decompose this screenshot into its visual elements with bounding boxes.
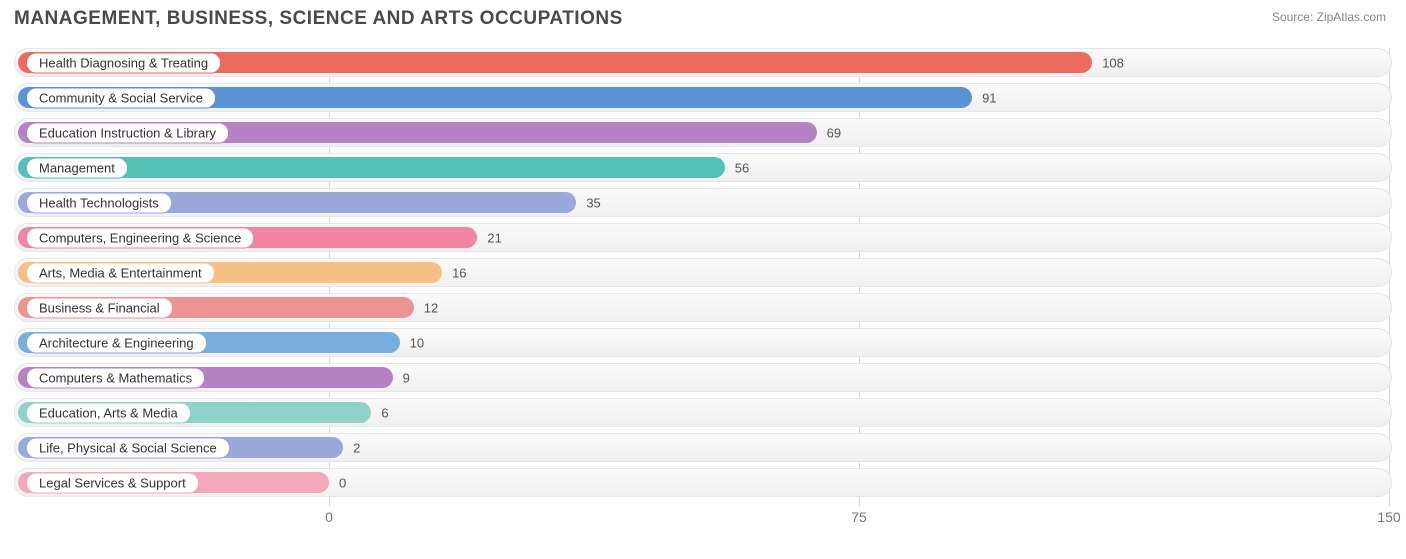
category-pill: Computers, Engineering & Science	[26, 227, 254, 248]
category-pill: Education Instruction & Library	[26, 122, 229, 143]
category-pill: Health Diagnosing & Treating	[26, 52, 221, 73]
category-pill: Life, Physical & Social Science	[26, 437, 230, 458]
bar-row: Business & Financial 12	[14, 293, 1392, 322]
value-label: 91	[982, 90, 996, 105]
x-axis-tick: 0	[325, 509, 333, 525]
x-axis: 075150	[14, 503, 1392, 533]
bar-row: Management 56	[14, 153, 1392, 182]
category-pill: Community & Social Service	[26, 87, 216, 108]
category-pill: Computers & Mathematics	[26, 367, 205, 388]
category-pill: Management	[26, 157, 128, 178]
plot-area: Health Diagnosing & Treating 108 Community…	[14, 48, 1392, 538]
value-label: 9	[403, 370, 410, 385]
value-label: 0	[339, 475, 346, 490]
bar-row: Education Instruction & Library 69	[14, 118, 1392, 147]
bar-row: Community & Social Service 91	[14, 83, 1392, 112]
category-pill: Legal Services & Support	[26, 472, 199, 493]
value-label: 16	[452, 265, 466, 280]
source-attribution: Source: ZipAtlas.com	[1272, 10, 1386, 24]
category-pill: Architecture & Engineering	[26, 332, 207, 353]
chart-title: MANAGEMENT, BUSINESS, SCIENCE AND ARTS O…	[14, 8, 1392, 30]
bar-row: Life, Physical & Social Science 2	[14, 433, 1392, 462]
bar-row: Architecture & Engineering 10	[14, 328, 1392, 357]
value-label: 10	[410, 335, 424, 350]
category-pill: Business & Financial	[26, 297, 173, 318]
value-label: 21	[487, 230, 501, 245]
category-pill: Education, Arts & Media	[26, 402, 191, 423]
value-label: 12	[424, 300, 438, 315]
bar-row: Legal Services & Support 0	[14, 468, 1392, 497]
category-pill: Arts, Media & Entertainment	[26, 262, 215, 283]
bar-row: Computers & Mathematics 9	[14, 363, 1392, 392]
bar-row: Education, Arts & Media 6	[14, 398, 1392, 427]
chart-container: MANAGEMENT, BUSINESS, SCIENCE AND ARTS O…	[0, 0, 1406, 559]
value-label: 2	[353, 440, 360, 455]
source-label: Source:	[1272, 10, 1313, 24]
bar-row: Arts, Media & Entertainment 16	[14, 258, 1392, 287]
value-label: 35	[586, 195, 600, 210]
value-label: 56	[735, 160, 749, 175]
bar-row: Health Technologists 35	[14, 188, 1392, 217]
x-axis-tick: 150	[1377, 509, 1400, 525]
value-label: 6	[381, 405, 388, 420]
bar-row: Computers, Engineering & Science 21	[14, 223, 1392, 252]
x-axis-tick: 75	[851, 509, 867, 525]
category-pill: Health Technologists	[26, 192, 172, 213]
source-name: ZipAtlas.com	[1317, 10, 1386, 24]
bar-row: Health Diagnosing & Treating 108	[14, 48, 1392, 77]
value-label: 108	[1102, 55, 1124, 70]
value-label: 69	[827, 125, 841, 140]
